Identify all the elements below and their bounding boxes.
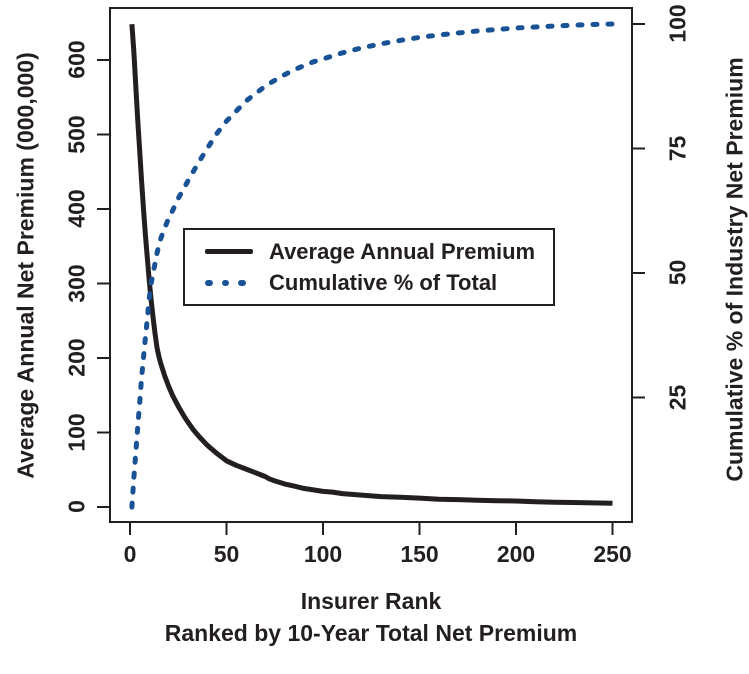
y-left-axis-title: Average Annual Net Premium (000,000)	[12, 52, 39, 479]
x-tick-label: 100	[303, 541, 343, 567]
series-average-annual-premium	[129, 24, 613, 506]
y-right-tick-label: 25	[664, 384, 691, 410]
y-right-tick-label: 100	[664, 4, 691, 43]
y-right-tick-label: 75	[664, 135, 691, 161]
x-axis-title: Insurer Rank	[300, 588, 442, 614]
dotted-line-sample-icon	[205, 279, 255, 286]
y-right-axis-title: Cumulative % of Industry Net Premium	[721, 57, 748, 482]
x-tick-label: 250	[593, 541, 632, 567]
legend-entry-average-annual-premium: Average Annual Premium	[205, 238, 553, 264]
legend-box: Average Annual Premium Cumulative % of T…	[183, 228, 555, 306]
plot-box	[109, 7, 633, 523]
x-tick-label: 50	[213, 541, 240, 567]
x-tick-label: 0	[123, 541, 137, 567]
legend-entry-cumulative-pct: Cumulative % of Total	[205, 269, 553, 295]
x-axis-subtitle: Ranked by 10-Year Total Net Premium	[164, 620, 578, 646]
solid-line-sample-icon	[205, 249, 255, 254]
series-cumulative-pct	[129, 21, 615, 510]
legend-label: Average Annual Premium	[269, 238, 536, 264]
y-left-tick-label: 600	[63, 40, 90, 79]
legend-label: Cumulative % of Total	[269, 269, 498, 295]
x-tick-label: 150	[400, 541, 439, 567]
x-tick-label: 200	[496, 541, 536, 567]
y-right-tick-label: 50	[664, 259, 691, 286]
